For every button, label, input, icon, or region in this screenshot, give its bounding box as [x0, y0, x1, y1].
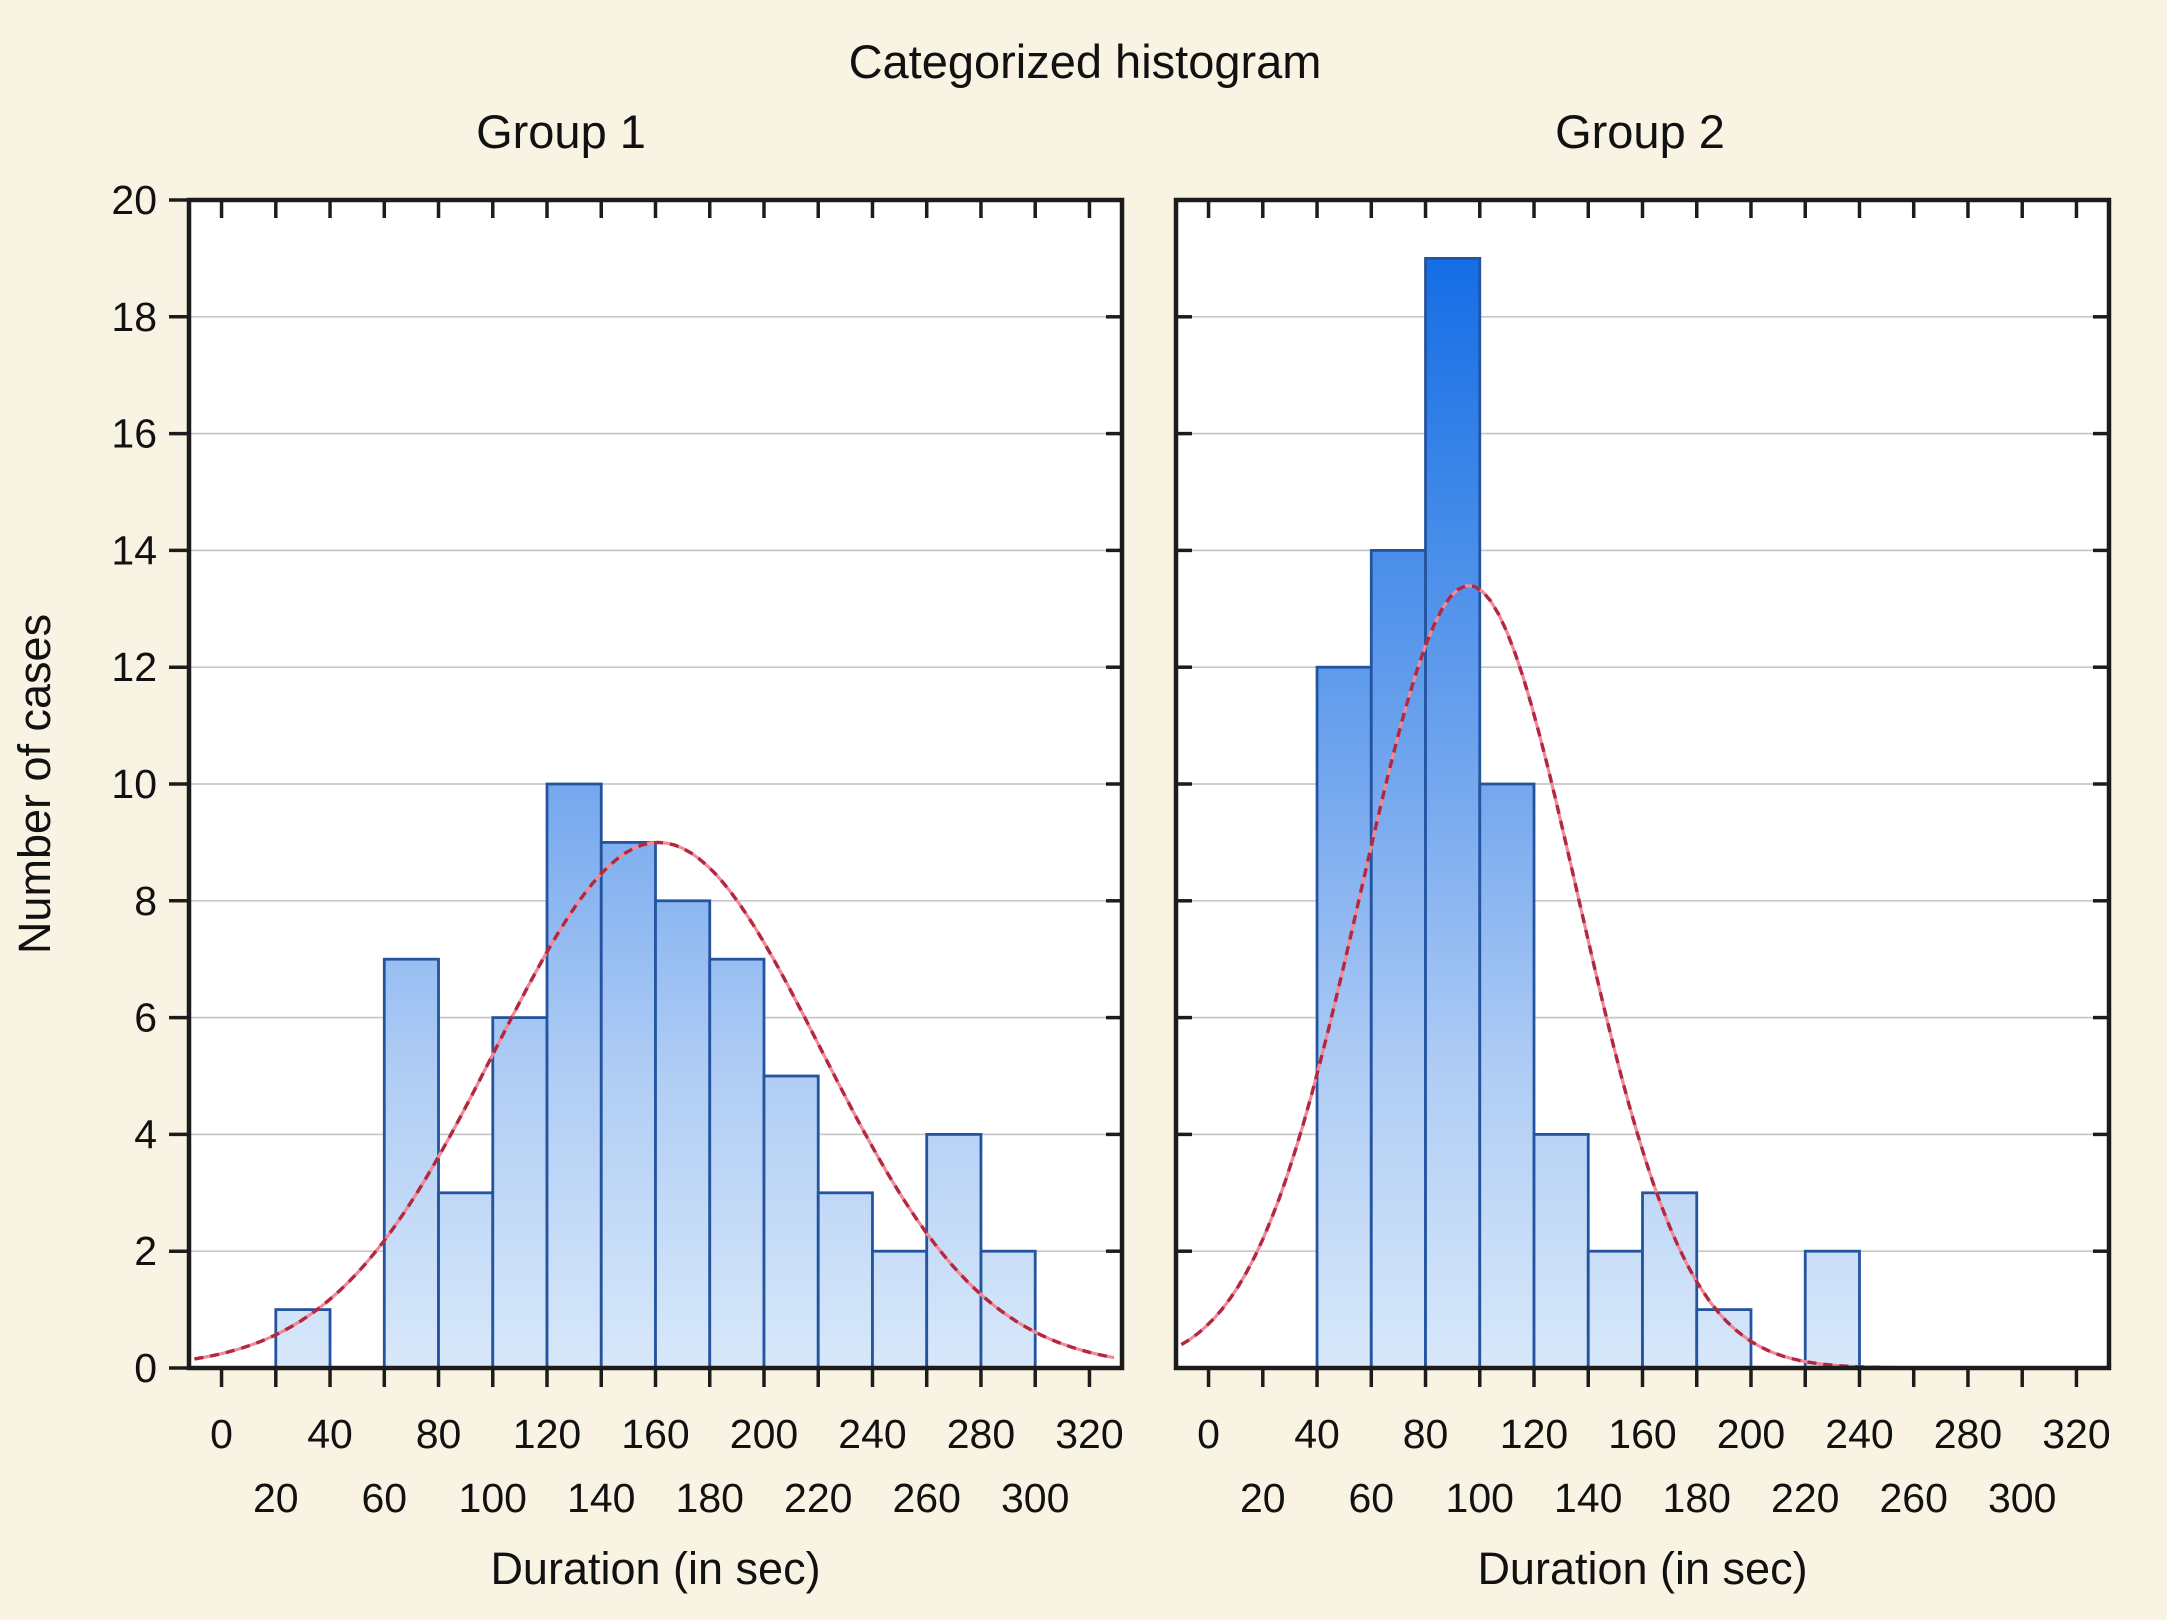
histogram-bar [816, 1191, 874, 1370]
x-axis-title: Duration (in sec) [1477, 1543, 1807, 1594]
histogram-bar [762, 1074, 820, 1370]
y-tick-label: 8 [134, 878, 157, 924]
x-tick-label: 240 [1825, 1411, 1893, 1457]
x-tick-label: 100 [459, 1475, 527, 1521]
histogram-bar [1478, 782, 1536, 1370]
x-tick-label: 200 [730, 1411, 798, 1457]
y-tick-label: 6 [134, 995, 157, 1041]
histogram-bar [545, 782, 603, 1370]
panel-title: Group 1 [476, 105, 646, 158]
x-tick-label: 60 [1348, 1475, 1394, 1521]
x-tick-label: 300 [1001, 1475, 1069, 1521]
x-tick-label: 180 [676, 1475, 744, 1521]
normal-curve [194, 840, 1115, 1361]
x-tick-label: 160 [1608, 1411, 1676, 1457]
x-tick-label: 160 [621, 1411, 689, 1457]
x-tick-label: 320 [2042, 1411, 2110, 1457]
x-tick-label: 300 [1988, 1475, 2056, 1521]
histogram-bar [1315, 665, 1373, 1370]
histogram-bar [1641, 1191, 1699, 1370]
x-tick-label: 180 [1663, 1475, 1731, 1521]
x-tick-label: 260 [893, 1475, 961, 1521]
histogram-bar [491, 1016, 549, 1370]
histogram-bar [599, 841, 657, 1370]
x-tick-label: 280 [1934, 1411, 2002, 1457]
panel-2: 0 40 80 120 160 200 240 280 320 20 60 100 140 180 220 2… [1173, 105, 2112, 1594]
x-tick-label: 0 [210, 1411, 233, 1457]
x-tick-label: 240 [838, 1411, 906, 1457]
x-tick-label: 280 [947, 1411, 1015, 1457]
x-tick-label: 40 [1294, 1411, 1340, 1457]
bars-group [1315, 256, 1861, 1370]
histogram-bar [1803, 1249, 1861, 1370]
normal-curve-dashes [194, 840, 1115, 1361]
y-tick-label: 16 [111, 411, 157, 457]
x-tick-label: 220 [1771, 1475, 1839, 1521]
histogram-bar [1586, 1249, 1644, 1370]
y-tick-label: 12 [111, 644, 157, 690]
panel-title: Group 2 [1555, 105, 1725, 158]
x-tick-label: 60 [361, 1475, 407, 1521]
x-tick-label: 220 [784, 1475, 852, 1521]
x-tick-label: 80 [1403, 1411, 1449, 1457]
x-tick-label: 140 [567, 1475, 635, 1521]
y-tick-label: 14 [111, 527, 157, 573]
chart-title: Categorized histogram [849, 35, 1322, 88]
y-tick-label: 20 [111, 177, 157, 223]
x-tick-label: 320 [1055, 1411, 1123, 1457]
y-axis-title: Number of cases [9, 614, 60, 954]
x-tick-label: 140 [1554, 1475, 1622, 1521]
x-tick-label: 40 [307, 1411, 353, 1457]
histogram-bar [871, 1249, 929, 1370]
histogram-bar [437, 1191, 495, 1370]
histogram-bar [1532, 1133, 1590, 1370]
histogram-bar [1424, 256, 1482, 1370]
x-tick-label: 100 [1446, 1475, 1514, 1521]
histogram-bar [979, 1249, 1037, 1370]
x-tick-label: 0 [1197, 1411, 1220, 1457]
x-tick-label: 120 [513, 1411, 581, 1457]
y-tick-label: 4 [134, 1111, 157, 1157]
x-tick-label: 80 [416, 1411, 462, 1457]
y-tick-label: 10 [111, 761, 157, 807]
bars-group [274, 782, 1037, 1370]
x-tick-label: 260 [1880, 1475, 1948, 1521]
x-tick-label: 20 [1240, 1475, 1286, 1521]
histogram-bar [382, 957, 440, 1370]
histogram-bar [654, 899, 712, 1370]
y-tick-label: 18 [111, 294, 157, 340]
x-tick-label: 20 [253, 1475, 299, 1521]
y-tick-label: 2 [134, 1228, 157, 1274]
x-axis-title: Duration (in sec) [490, 1543, 820, 1594]
x-tick-label: 200 [1717, 1411, 1785, 1457]
x-tick-label: 120 [1500, 1411, 1568, 1457]
y-tick-label: 0 [134, 1345, 157, 1391]
histogram-bar [708, 957, 766, 1370]
histogram-bar [925, 1133, 983, 1370]
